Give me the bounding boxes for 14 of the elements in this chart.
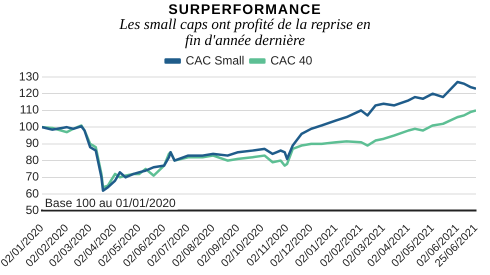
annotation: Base 100 au 01/01/2020 bbox=[44, 196, 176, 210]
y-tick-label: 120 bbox=[18, 86, 40, 100]
chart-title: SURPERFORMANCE bbox=[167, 1, 323, 17]
y-tick-label: 80 bbox=[26, 152, 40, 167]
y-tick-label: 100 bbox=[18, 119, 40, 134]
legend-label: CAC Small bbox=[186, 53, 244, 68]
chart-subtitle: Les small caps ont profité de la reprise en fin d'année dernière bbox=[118, 17, 372, 49]
y-tick-label: 70 bbox=[26, 170, 40, 184]
y-tick-label: 50 bbox=[26, 203, 40, 218]
y-tick-label: 130 bbox=[18, 69, 40, 84]
y-tick-label: 110 bbox=[20, 102, 40, 117]
legend-label: CAC 40 bbox=[270, 53, 313, 68]
y-tick-label: 60 bbox=[26, 186, 40, 200]
y-tick-label: 90 bbox=[26, 136, 40, 150]
